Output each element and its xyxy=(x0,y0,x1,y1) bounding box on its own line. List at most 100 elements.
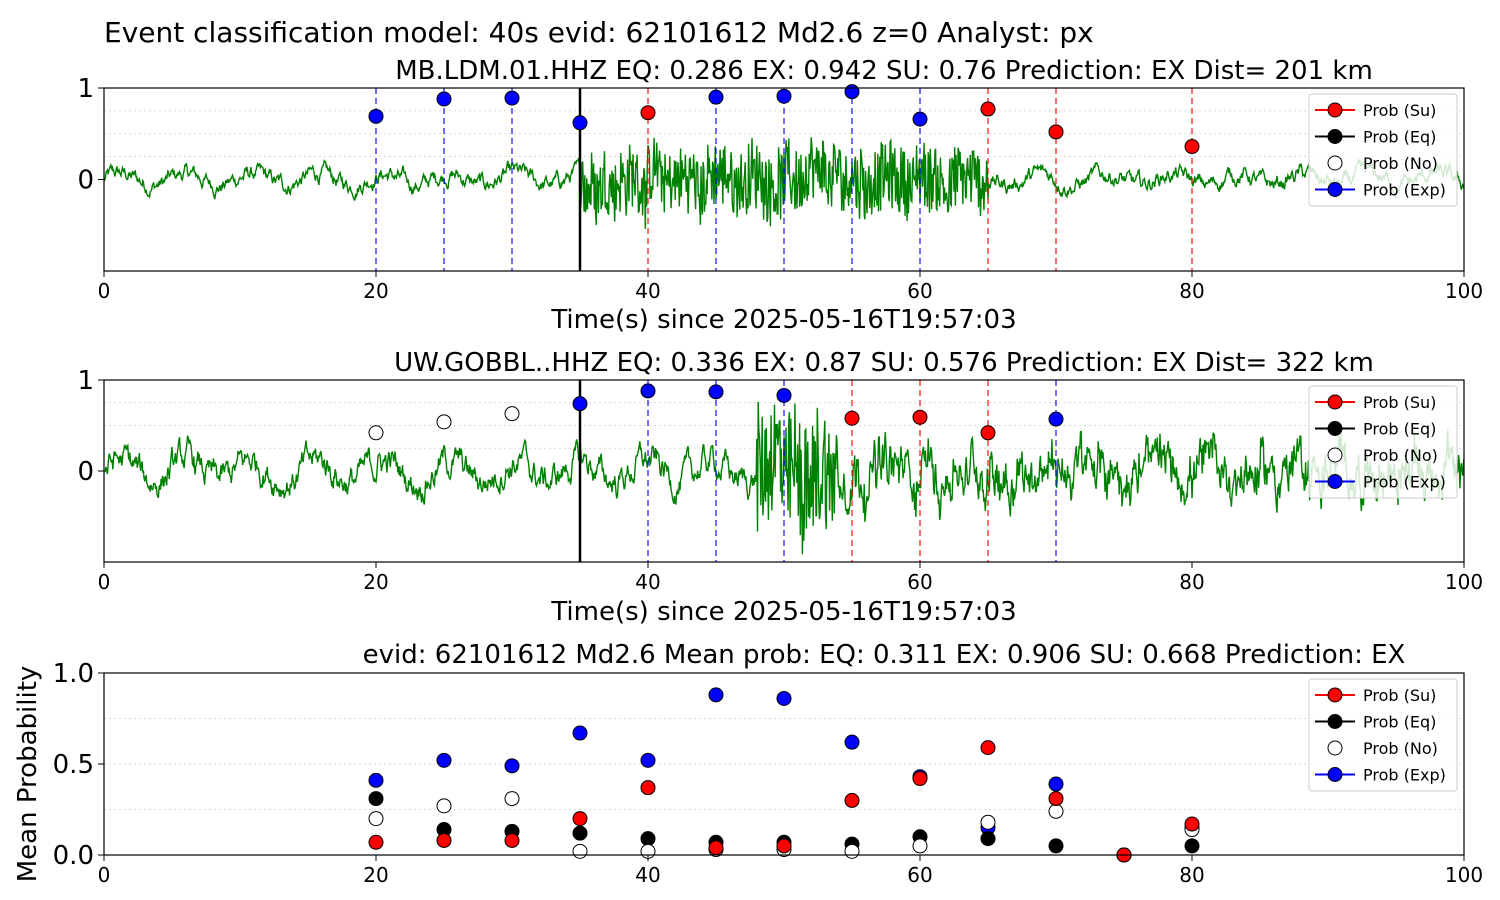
x-tick-label: 80 xyxy=(1179,863,1204,887)
window-point-exp xyxy=(436,91,452,107)
panel-mean-probability: evid: 62101612 Md2.6 Mean prob: EQ: 0.31… xyxy=(13,640,1483,887)
mean-point-su xyxy=(640,780,656,796)
window-point-exp xyxy=(708,89,724,105)
mean-point-exp xyxy=(640,752,656,768)
axes-frame xyxy=(103,672,1465,856)
mean-point-no xyxy=(436,798,452,814)
x-tick-label: 20 xyxy=(363,863,388,887)
y-axis-label: Mean Probability xyxy=(13,666,43,883)
window-point-su xyxy=(1184,139,1200,155)
mean-point-su xyxy=(912,771,928,787)
x-tick-label: 60 xyxy=(907,279,932,303)
window-point-exp xyxy=(640,383,656,399)
mean-point-eq xyxy=(572,825,588,841)
x-tick-label: 100 xyxy=(1445,863,1483,887)
legend-box xyxy=(1308,385,1458,499)
axes-frame xyxy=(103,87,1465,272)
x-tick-label: 20 xyxy=(363,279,388,303)
x-tick-label: 40 xyxy=(635,863,660,887)
x-tick-label: 0 xyxy=(98,279,111,303)
legend-marker-eq xyxy=(1327,421,1343,436)
window-point-no xyxy=(436,414,452,430)
mean-point-exp xyxy=(572,725,588,741)
x-axis-label: Time(s) since 2025-05-16T19:57:03 xyxy=(550,305,1016,335)
mean-point-eq xyxy=(640,831,656,847)
panel-title: UW.GOBBL..HHZ EQ: 0.336 EX: 0.87 SU: 0.5… xyxy=(394,348,1374,378)
y-tick-label: 0.0 xyxy=(53,841,94,871)
legend-label-no: Prob (No) xyxy=(1363,739,1438,758)
mean-point-eq xyxy=(1184,838,1200,854)
window-point-exp xyxy=(572,396,588,412)
window-point-no xyxy=(368,425,384,441)
window-point-exp xyxy=(368,108,384,124)
legend-label-exp: Prob (Exp) xyxy=(1363,181,1446,200)
mean-point-su xyxy=(1184,816,1200,832)
y-tick-label: 1 xyxy=(77,366,94,396)
window-point-exp xyxy=(844,84,860,100)
mean-point-su xyxy=(708,840,724,856)
x-tick-label: 80 xyxy=(1179,570,1204,594)
legend-marker-exp xyxy=(1327,767,1343,782)
mean-point-no xyxy=(504,791,520,807)
legend-label-su: Prob (Su) xyxy=(1363,393,1436,412)
x-tick-label: 100 xyxy=(1445,279,1483,303)
window-point-exp xyxy=(708,384,724,400)
legend-box xyxy=(1308,678,1458,792)
x-tick-label: 40 xyxy=(635,570,660,594)
window-point-su xyxy=(980,425,996,441)
x-tick-label: 0 xyxy=(98,570,111,594)
legend-label-eq: Prob (Eq) xyxy=(1363,713,1436,732)
legend-marker-eq xyxy=(1327,129,1343,144)
legend-marker-su xyxy=(1327,102,1343,118)
legend-label-exp: Prob (Exp) xyxy=(1363,473,1446,492)
mean-point-su xyxy=(844,792,860,808)
mean-point-su xyxy=(436,832,452,848)
mean-point-exp xyxy=(368,772,384,788)
window-point-no xyxy=(504,406,520,422)
legend-marker-su xyxy=(1327,394,1343,410)
window-point-exp xyxy=(912,111,928,127)
x-tick-label: 40 xyxy=(635,279,660,303)
y-tick-label: 1.0 xyxy=(53,659,94,689)
mean-point-no xyxy=(572,843,588,859)
window-point-su xyxy=(844,410,860,426)
mean-point-su xyxy=(980,740,996,756)
legend-box xyxy=(1308,93,1458,207)
mean-point-no xyxy=(1048,803,1064,819)
figure-title: Event classification model: 40s evid: 62… xyxy=(104,16,1094,49)
panel-title: evid: 62101612 Md2.6 Mean prob: EQ: 0.31… xyxy=(363,640,1406,670)
x-tick-label: 80 xyxy=(1179,279,1204,303)
legend-label-eq: Prob (Eq) xyxy=(1363,420,1436,439)
legend-label-no: Prob (No) xyxy=(1363,446,1438,465)
mean-point-su xyxy=(1048,791,1064,807)
legend-label-exp: Prob (Exp) xyxy=(1363,766,1446,785)
mean-point-su xyxy=(572,811,588,827)
mean-point-no xyxy=(980,814,996,830)
legend-marker-exp xyxy=(1327,182,1343,197)
x-tick-label: 60 xyxy=(907,863,932,887)
y-tick-label: 1 xyxy=(77,74,94,104)
mean-point-eq xyxy=(1048,838,1064,854)
mean-point-exp xyxy=(708,687,724,703)
window-point-su xyxy=(912,409,928,425)
legend-marker-no xyxy=(1327,155,1343,171)
window-point-su xyxy=(980,101,996,117)
y-tick-label: 0.5 xyxy=(53,750,94,780)
panel-mb-ldm: MB.LDM.01.HHZ EQ: 0.286 EX: 0.942 SU: 0.… xyxy=(77,56,1483,335)
mean-point-eq xyxy=(980,831,996,847)
window-point-exp xyxy=(776,88,792,104)
mean-point-no xyxy=(912,838,928,854)
legend-marker-exp xyxy=(1327,474,1343,489)
panel-uw-gobbl: UW.GOBBL..HHZ EQ: 0.336 EX: 0.87 SU: 0.5… xyxy=(77,348,1483,627)
x-tick-label: 60 xyxy=(907,570,932,594)
legend-label-eq: Prob (Eq) xyxy=(1363,128,1436,147)
y-tick-label: 0 xyxy=(77,166,94,196)
legend-marker-no xyxy=(1327,740,1343,756)
legend-label-su: Prob (Su) xyxy=(1363,686,1436,705)
legend-marker-no xyxy=(1327,447,1343,463)
window-point-exp xyxy=(504,90,520,106)
x-tick-label: 100 xyxy=(1445,570,1483,594)
mean-point-exp xyxy=(776,690,792,706)
mean-point-exp xyxy=(436,752,452,768)
